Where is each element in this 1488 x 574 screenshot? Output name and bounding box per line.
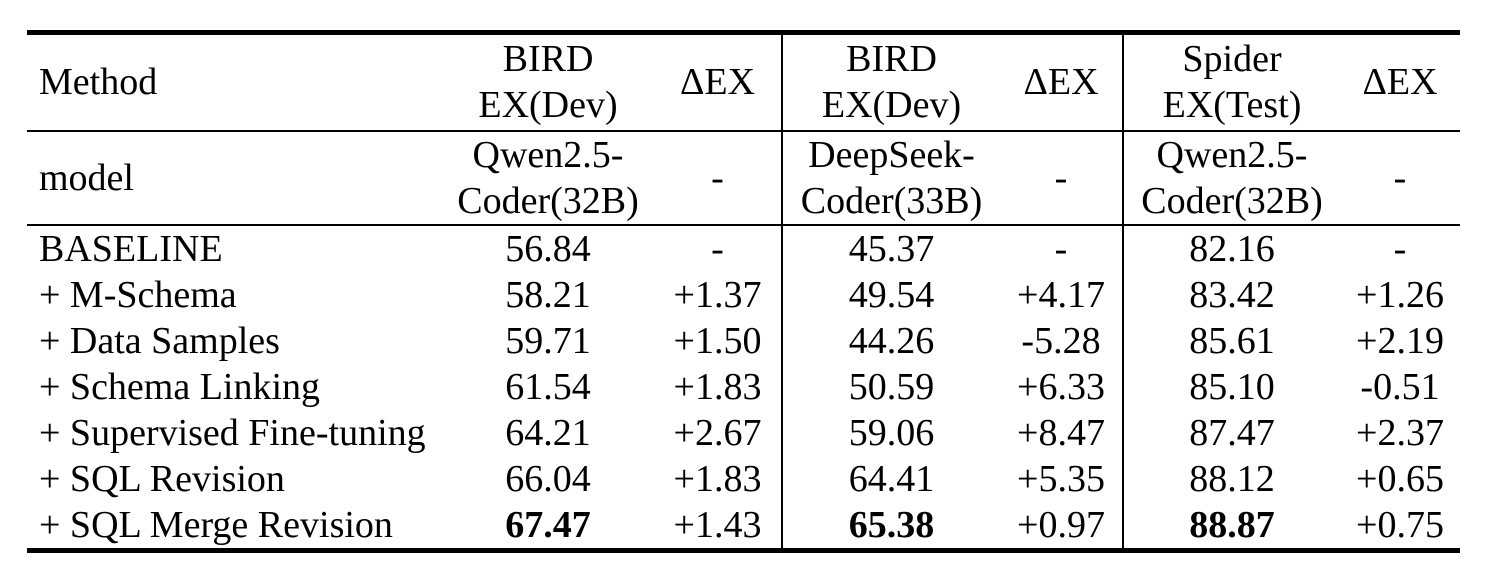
delta-cell: +0.75 — [1356, 503, 1444, 546]
ex-cell: 59.71 — [505, 319, 591, 362]
col-header-spider-ex-test: Spider EX(Test) — [1122, 32, 1340, 132]
ablation-results-table: Method BIRD EX(Dev) ΔEX BIRD EX(Dev) ΔEX… — [27, 30, 1460, 553]
col-header-line2: EX(Test) — [1162, 84, 1302, 127]
delta-cell: +1.37 — [673, 273, 762, 316]
table-header-row: Method BIRD EX(Dev) ΔEX BIRD EX(Dev) ΔEX… — [27, 32, 1460, 132]
model-name-line2: Coder(33B) — [800, 179, 983, 222]
method-cell: + Schema Linking — [39, 365, 321, 408]
method-cell: + SQL Merge Revision — [39, 503, 393, 546]
method-cell: + M-Schema — [39, 273, 237, 316]
ex-cell: 85.61 — [1122, 317, 1340, 364]
model-name-cell-3: Qwen2.5- Coder(32B) — [1122, 130, 1340, 226]
col-header-delta-ex-3: ΔEX — [1340, 32, 1460, 132]
delta-cell: +4.17 — [1017, 273, 1105, 316]
col-header-line1: BIRD — [502, 38, 594, 81]
delta-cell: +1.50 — [673, 319, 762, 362]
table-row-supervised-fine-tuning: + Supervised Fine-tuning 64.21 +2.67 59.… — [27, 409, 1460, 456]
ex-cell: 49.54 — [781, 271, 1000, 318]
delta-cell: - — [1054, 227, 1068, 270]
ex-cell: 88.12 — [1122, 455, 1340, 502]
ex-cell: 87.47 — [1122, 409, 1340, 456]
ex-cell-best: 88.87 — [1122, 501, 1340, 550]
method-cell: + Supervised Fine-tuning — [39, 411, 426, 454]
delta-cell: +6.33 — [1017, 365, 1105, 408]
method-cell: + SQL Revision — [39, 457, 285, 500]
col-header-bird-ex-dev-2: BIRD EX(Dev) — [781, 32, 1000, 132]
table-row-data-samples: + Data Samples 59.71 +1.50 44.26 -5.28 8… — [27, 317, 1460, 364]
ex-cell: 44.26 — [781, 317, 1000, 364]
ex-cell: 82.16 — [1122, 224, 1340, 272]
model-name-line1: DeepSeek- — [808, 133, 975, 176]
table-row-baseline: BASELINE 56.84 - 45.37 - 82.16 - — [27, 224, 1460, 272]
ex-cell: 64.41 — [781, 455, 1000, 502]
model-name-line1: Qwen2.5- — [1156, 133, 1308, 176]
delta-cell: +5.35 — [1017, 457, 1105, 500]
model-name-line2: Coder(32B) — [457, 179, 639, 222]
ex-cell: 83.42 — [1122, 271, 1340, 318]
model-delta-cell-2: - — [1000, 130, 1123, 226]
col-header-method: Method — [27, 32, 442, 132]
delta-cell: +2.19 — [1356, 319, 1444, 362]
col-header-line1: BIRD — [846, 38, 937, 81]
delta-cell: +2.37 — [1356, 411, 1444, 454]
delta-cell: +2.67 — [673, 411, 762, 454]
model-name-cell-2: DeepSeek- Coder(33B) — [781, 130, 1000, 226]
table-row-m-schema: + M-Schema 58.21 +1.37 49.54 +4.17 83.42… — [27, 271, 1460, 318]
delta-cell: +1.43 — [673, 503, 762, 546]
ex-cell: 50.59 — [781, 363, 1000, 410]
delta-cell: +0.65 — [1356, 457, 1444, 500]
table-row-sql-revision: + SQL Revision 66.04 +1.83 64.41 +5.35 8… — [27, 455, 1460, 502]
table-row-schema-linking: + Schema Linking 61.54 +1.83 50.59 +6.33… — [27, 363, 1460, 410]
col-header-delta-ex-2: ΔEX — [1000, 32, 1123, 132]
model-name-line2: Coder(32B) — [1141, 179, 1323, 222]
delta-cell: - — [711, 227, 724, 270]
delta-cell: -0.51 — [1360, 365, 1440, 408]
model-row: model Qwen2.5- Coder(32B) - DeepSeek- Co… — [27, 130, 1460, 226]
model-name-line1: Qwen2.5- — [472, 133, 624, 176]
model-delta-cell-1: - — [654, 130, 782, 226]
delta-cell: +8.47 — [1017, 411, 1105, 454]
ex-cell: 45.37 — [781, 224, 1000, 272]
delta-cell: +1.83 — [673, 457, 762, 500]
delta-cell: -5.28 — [1021, 319, 1101, 362]
col-header-line2: EX(Dev) — [821, 84, 962, 127]
ex-cell: 59.06 — [781, 409, 1000, 456]
delta-cell: +1.83 — [673, 365, 762, 408]
table-row-sql-merge-revision: + SQL Merge Revision 67.47 +1.43 65.38 +… — [27, 501, 1460, 550]
col-header-bird-ex-dev-1: BIRD EX(Dev) — [442, 32, 654, 132]
model-name-cell-1: Qwen2.5- Coder(32B) — [442, 130, 654, 226]
ex-cell: 58.21 — [505, 273, 591, 316]
col-header-delta-ex-1: ΔEX — [654, 32, 782, 132]
ex-cell: 56.84 — [505, 227, 591, 270]
ex-cell-best: 65.38 — [781, 501, 1000, 550]
col-header-line1: Spider — [1182, 38, 1282, 81]
delta-cell: +0.97 — [1017, 503, 1105, 546]
method-cell: + Data Samples — [39, 319, 280, 362]
delta-cell: - — [1393, 227, 1407, 270]
col-header-line2: EX(Dev) — [478, 84, 618, 127]
ex-cell: 61.54 — [505, 365, 591, 408]
model-delta-cell-3: - — [1340, 130, 1460, 226]
ex-cell: 66.04 — [505, 457, 591, 500]
ex-cell: 85.10 — [1122, 363, 1340, 410]
ex-cell-best: 67.47 — [505, 503, 591, 546]
model-row-label: model — [27, 130, 442, 226]
ex-cell: 64.21 — [505, 411, 591, 454]
delta-cell: +1.26 — [1356, 273, 1444, 316]
method-cell: BASELINE — [39, 227, 223, 270]
